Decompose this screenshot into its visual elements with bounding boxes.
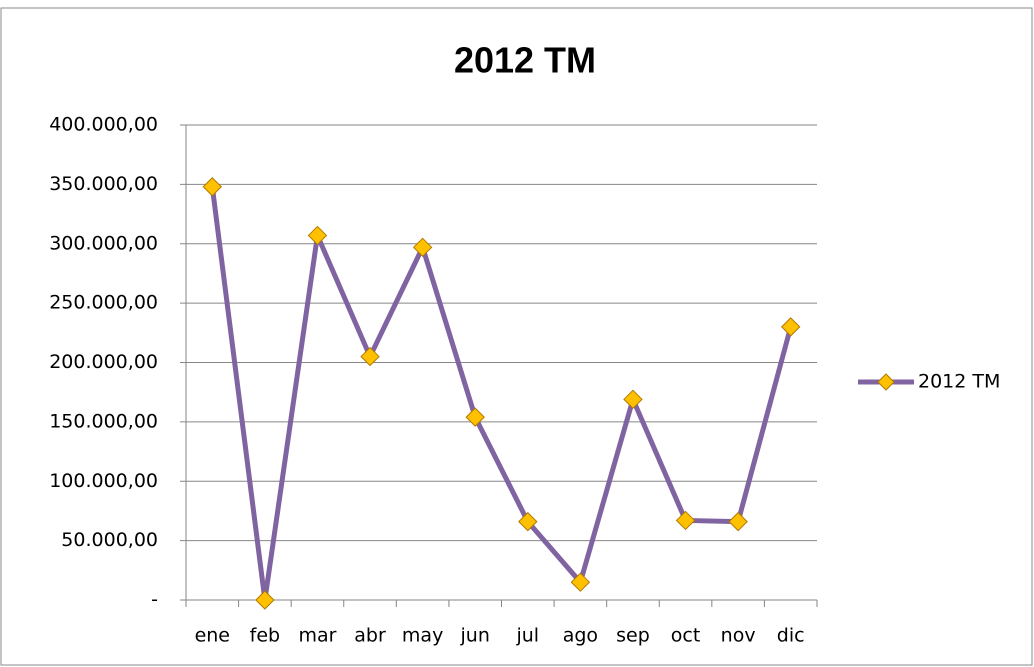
y-tick-label: 250.000,00 (49, 292, 158, 314)
data-point (518, 511, 538, 532)
y-tick-label: 100.000,00 (49, 470, 158, 492)
y-tick-label: 50.000,00 (61, 529, 158, 551)
x-tick-label: nov (721, 625, 756, 647)
data-point (202, 177, 222, 197)
y-tick-label: 150.000,00 (49, 410, 158, 432)
x-tick-label: may (402, 625, 443, 647)
y-tick-label: 200.000,00 (49, 351, 158, 373)
chart-title: 2012 TM (454, 40, 596, 81)
x-tick-label: dic (777, 625, 805, 647)
y-tick-label: - (151, 589, 158, 611)
y-tick-label: 350.000,00 (49, 173, 158, 195)
legend-label: 2012 TM (918, 371, 1000, 393)
data-point (360, 346, 380, 367)
x-tick-label: ene (195, 625, 230, 647)
x-tick-label: oct (671, 625, 701, 647)
x-tick-label: feb (250, 625, 280, 647)
x-tick-label: jun (460, 625, 490, 647)
data-point (781, 317, 801, 337)
y-tick-label: 400.000,00 (49, 114, 158, 136)
data-point (623, 389, 643, 410)
x-tick-label: mar (298, 625, 336, 647)
x-tick-label: abr (354, 625, 386, 647)
data-point (307, 225, 328, 246)
data-point (570, 572, 591, 592)
data-point (465, 407, 485, 427)
data-point (675, 510, 696, 531)
legend-marker (877, 373, 895, 391)
x-tick-label: sep (616, 625, 650, 647)
x-tick-label: ago (563, 625, 598, 647)
x-tick-label: jul (515, 625, 539, 647)
data-point (728, 511, 748, 532)
data-point (255, 590, 275, 610)
y-tick-label: 300.000,00 (49, 232, 158, 254)
chart-border (0, 7, 1033, 666)
data-point (412, 237, 433, 258)
